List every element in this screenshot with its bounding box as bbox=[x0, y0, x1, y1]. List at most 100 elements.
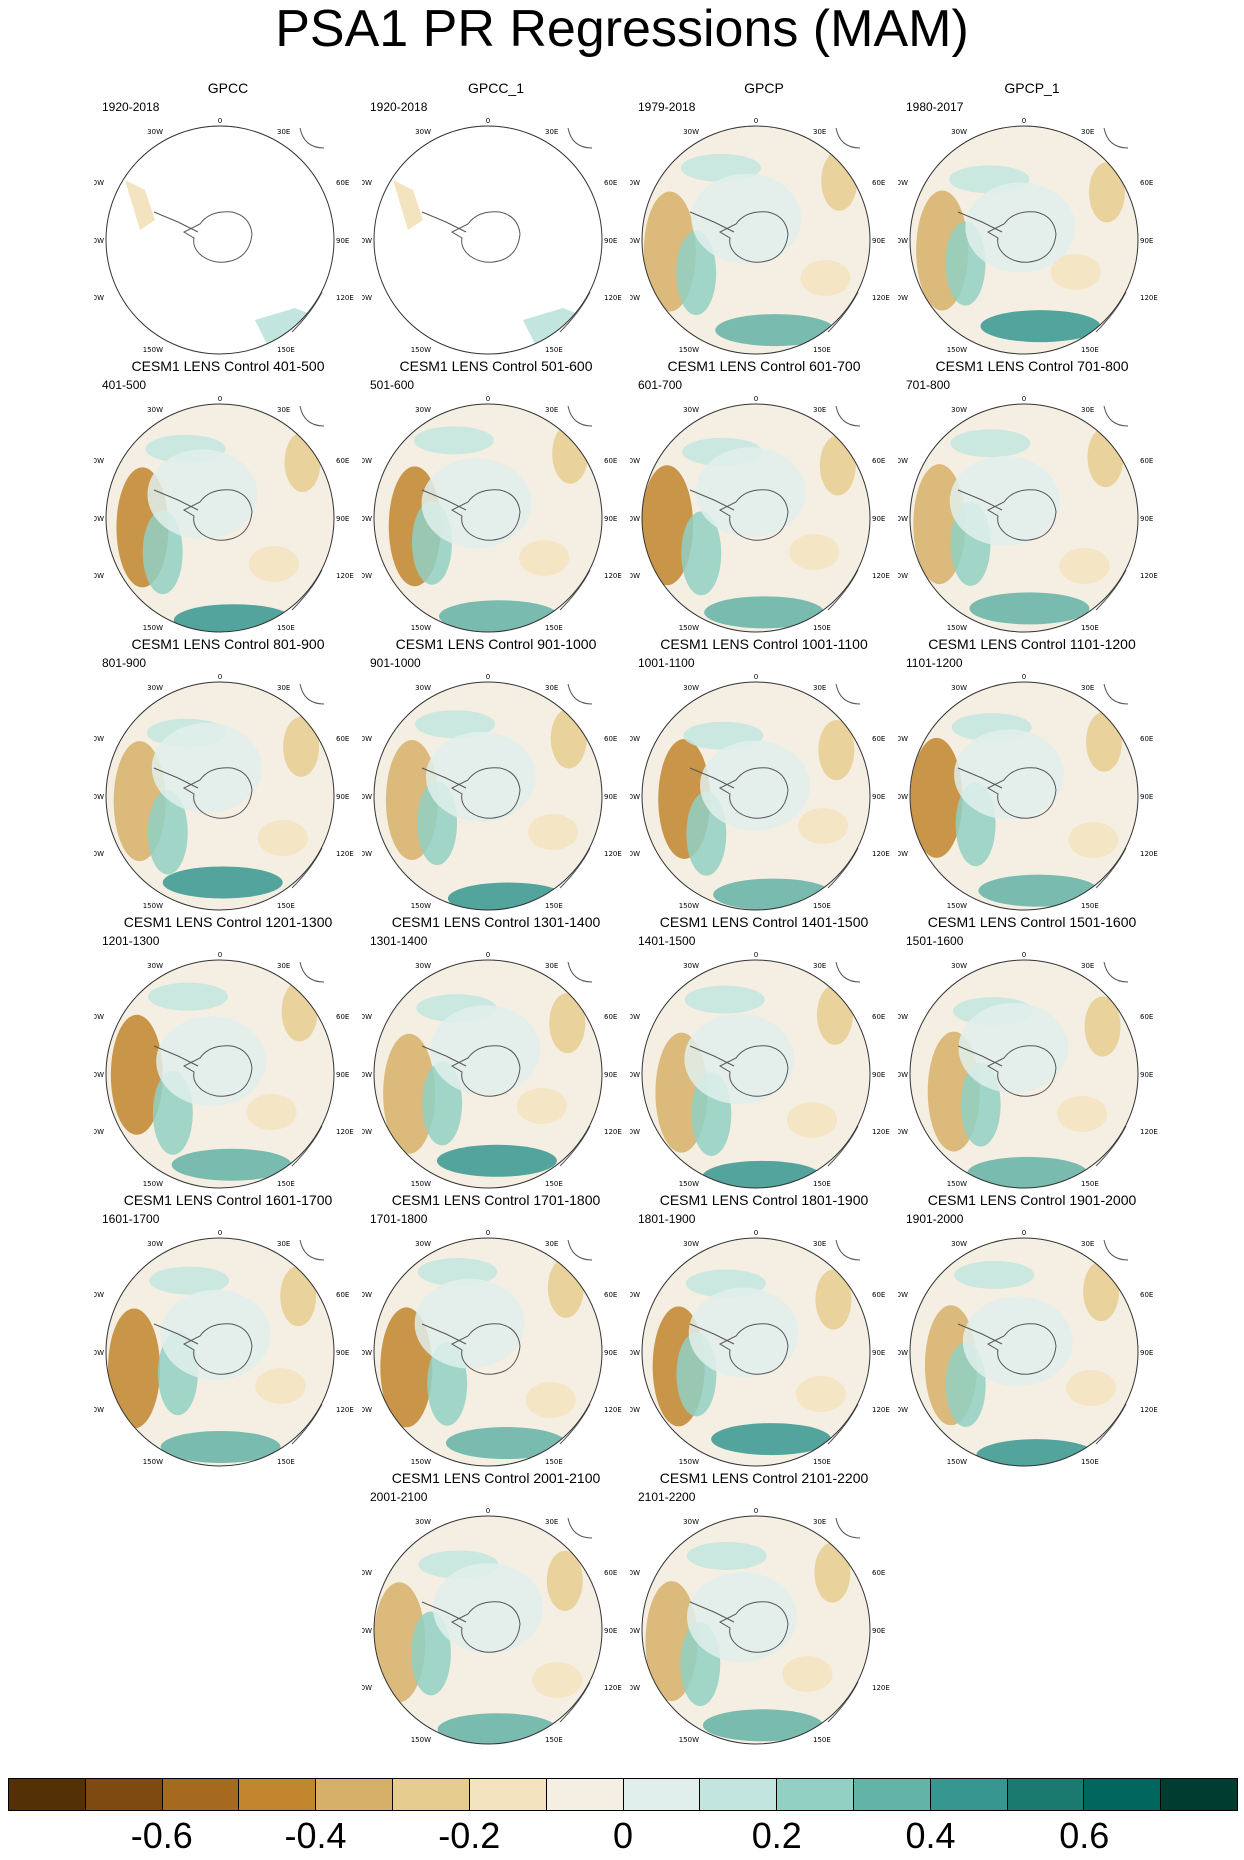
longitude-label: 120E bbox=[1140, 1406, 1158, 1414]
panel-period: 1979-2018 bbox=[638, 100, 696, 114]
longitude-label: 90E bbox=[1140, 1349, 1153, 1357]
longitude-label: 90W bbox=[898, 237, 908, 245]
map-panel: CESM1 LENS Control 2101-22002101-2200018… bbox=[630, 1470, 900, 1746]
longitude-label: 120E bbox=[604, 572, 622, 580]
polar-map: 018060W90W120W60E90E120E30W30E150W150E bbox=[630, 951, 890, 1189]
panel-period: 701-800 bbox=[906, 378, 951, 392]
longitude-label: 90E bbox=[1140, 237, 1153, 245]
colorbar-tick-label: 0.4 bbox=[905, 1815, 956, 1856]
longitude-label: 90E bbox=[872, 793, 885, 801]
panel-title: GPCP bbox=[744, 80, 784, 96]
panel-period: 901-1000 bbox=[370, 656, 421, 670]
colorbar-tick-label: 0.6 bbox=[1059, 1815, 1110, 1856]
longitude-label: 0 bbox=[218, 395, 222, 403]
figure-title: PSA1 PR Regressions (MAM) bbox=[275, 0, 969, 58]
longitude-label: 120W bbox=[94, 1406, 104, 1414]
polar-map: 018060W90W120W60E90E120E30W30E150W150E bbox=[94, 951, 354, 1189]
longitude-label: 150E bbox=[813, 1180, 831, 1188]
panel-period: 1920-2018 bbox=[370, 100, 428, 114]
panel-title: CESM1 LENS Control 401-500 bbox=[131, 358, 325, 374]
panel-title: CESM1 LENS Control 1601-1700 bbox=[123, 1192, 333, 1208]
panel-period: 501-600 bbox=[370, 378, 415, 392]
longitude-label: 120W bbox=[898, 850, 908, 858]
longitude-label: 60W bbox=[630, 735, 640, 743]
panel-period: 1401-1500 bbox=[638, 934, 696, 948]
longitude-label: 0 bbox=[754, 1229, 758, 1237]
colorbar-swatch bbox=[1007, 1779, 1085, 1810]
longitude-label: 120E bbox=[1140, 1128, 1158, 1136]
longitude-label: 30W bbox=[683, 1518, 699, 1526]
longitude-label: 0 bbox=[486, 395, 490, 403]
longitude-label: 60E bbox=[604, 735, 617, 743]
polar-map: 018060W90W120W60E90E120E30W30E150W150E bbox=[898, 395, 1158, 633]
panel-title: GPCC_1 bbox=[467, 80, 525, 96]
longitude-label: 120W bbox=[898, 572, 908, 580]
longitude-label: 150W bbox=[143, 1180, 163, 1188]
longitude-label: 60W bbox=[362, 1013, 372, 1021]
longitude-label: 150E bbox=[545, 346, 563, 354]
longitude-label: 60W bbox=[94, 179, 104, 187]
longitude-label: 60E bbox=[1140, 1291, 1153, 1299]
longitude-label: 120E bbox=[872, 1128, 890, 1136]
longitude-label: 120W bbox=[630, 1684, 640, 1692]
map-panel: CESM1 LENS Control 801-900801-900018060W… bbox=[94, 636, 364, 912]
longitude-label: 0 bbox=[1022, 673, 1026, 681]
panel-period: 1201-1300 bbox=[102, 934, 160, 948]
longitude-label: 150E bbox=[545, 1736, 563, 1744]
panel-period: 2101-2200 bbox=[638, 1490, 696, 1504]
longitude-label: 150E bbox=[545, 1180, 563, 1188]
longitude-label: 30W bbox=[951, 406, 967, 414]
longitude-label: 30E bbox=[1081, 684, 1094, 692]
longitude-label: 90W bbox=[362, 515, 372, 523]
longitude-label: 30W bbox=[951, 1240, 967, 1248]
polar-map: 018060W90W120W60E90E120E30W30E150W150E bbox=[898, 1229, 1158, 1467]
map-panel: CESM1 LENS Control 1001-11001001-1100018… bbox=[630, 636, 900, 912]
longitude-label: 60E bbox=[336, 179, 349, 187]
longitude-label: 60E bbox=[604, 179, 617, 187]
longitude-label: 120W bbox=[630, 1406, 640, 1414]
longitude-label: 0 bbox=[754, 1507, 758, 1515]
panel-period: 1901-2000 bbox=[906, 1212, 964, 1226]
longitude-label: 120E bbox=[604, 850, 622, 858]
map-panel: CESM1 LENS Control 901-1000901-100001806… bbox=[362, 636, 632, 912]
longitude-label: 30E bbox=[813, 1518, 826, 1526]
panel-title: CESM1 LENS Control 1701-1800 bbox=[391, 1192, 601, 1208]
longitude-label: 150W bbox=[411, 1458, 431, 1466]
panel-period: 2001-2100 bbox=[370, 1490, 428, 1504]
longitude-label: 30W bbox=[683, 962, 699, 970]
colorbar-swatch bbox=[1084, 1779, 1162, 1810]
longitude-label: 150W bbox=[143, 346, 163, 354]
panel-title: GPCP_1 bbox=[1004, 80, 1060, 96]
longitude-label: 0 bbox=[754, 395, 758, 403]
longitude-label: 150E bbox=[277, 1458, 295, 1466]
colorbar-swatch bbox=[777, 1779, 854, 1810]
longitude-label: 90W bbox=[630, 1349, 640, 1357]
longitude-label: 60E bbox=[872, 735, 885, 743]
colorbar-tick-label: -0.2 bbox=[438, 1815, 501, 1856]
map-panel: CESM1 LENS Control 501-600501-600018060W… bbox=[362, 358, 632, 634]
colorbar-swatch bbox=[239, 1779, 317, 1810]
colorbar-swatch bbox=[393, 1779, 470, 1810]
longitude-label: 150E bbox=[1081, 902, 1099, 910]
polar-map: 018060W90W120W60E90E120E30W30E150W150E bbox=[94, 1229, 354, 1467]
panel-period: 401-500 bbox=[102, 378, 147, 392]
longitude-label: 0 bbox=[486, 951, 490, 959]
longitude-label: 90W bbox=[630, 515, 640, 523]
polar-map: 018060W90W120W60E90E120E30W30E150W150E bbox=[362, 951, 622, 1189]
polar-map: 018060W90W120W60E90E120E30W30E150W150E bbox=[898, 117, 1158, 355]
longitude-label: 60W bbox=[630, 1291, 640, 1299]
longitude-label: 60E bbox=[336, 1291, 349, 1299]
longitude-label: 30E bbox=[545, 128, 558, 136]
longitude-label: 30W bbox=[683, 1240, 699, 1248]
longitude-label: 150W bbox=[947, 624, 967, 632]
longitude-label: 90E bbox=[604, 1627, 617, 1635]
longitude-label: 120E bbox=[336, 294, 354, 302]
longitude-label: 30W bbox=[683, 406, 699, 414]
longitude-label: 90W bbox=[630, 1071, 640, 1079]
longitude-label: 0 bbox=[486, 1507, 490, 1515]
panel-title: CESM1 LENS Control 1301-1400 bbox=[391, 914, 601, 930]
longitude-label: 30E bbox=[277, 684, 290, 692]
longitude-label: 30E bbox=[1081, 1240, 1094, 1248]
longitude-label: 90W bbox=[362, 793, 372, 801]
longitude-label: 120E bbox=[604, 1128, 622, 1136]
